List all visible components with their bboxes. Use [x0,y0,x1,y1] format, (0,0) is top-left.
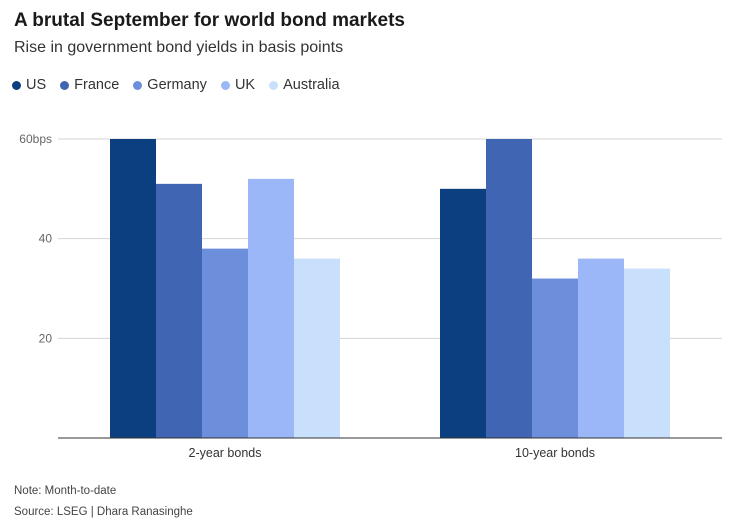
legend-marker-australia [269,80,279,90]
bar-germany-1 [202,248,248,438]
bar-us-1 [110,139,156,438]
legend-marker-france [60,80,70,90]
bar-us-2 [440,188,486,438]
y-tick-label: 40 [39,232,53,246]
bar-australia-2 [624,268,670,438]
legend-item-france: France [60,77,119,93]
x-tick-label: 2-year bonds [189,446,262,460]
chart-note: Note: Month-to-date [14,485,117,497]
bar-france-2 [486,139,532,438]
legend-label-uk: UK [234,77,256,93]
y-tick-label: 20 [39,331,53,345]
legend: US France Germany UK Australia [12,77,354,93]
legend-marker-uk [220,80,230,90]
legend-marker-germany [133,80,143,90]
legend-item-germany: Germany [133,77,207,93]
legend-item-uk: UK [220,77,256,93]
legend-item-australia: Australia [269,77,340,93]
bar-uk-1 [248,178,294,438]
legend-marker-us [12,80,21,90]
legend-label-us: US [26,77,47,93]
chart-title: A brutal September for world bond market… [14,10,405,31]
legend-item-us: US [12,77,46,93]
legend-label-germany: Germany [147,77,207,93]
chart-subtitle: Rise in government bond yields in basis … [14,39,344,56]
bar-chart: 20 40 60bps 2-year bonds 10-year bonds [19,132,722,460]
bar-france-1 [156,183,202,438]
legend-label-australia: Australia [283,77,340,93]
chart-source: Source: LSEG | Dhara Ranasinghe [14,506,193,518]
bar-uk-2 [578,258,624,438]
bar-germany-2 [532,278,578,438]
y-tick-label: 60bps [19,132,52,146]
legend-label-france: France [74,77,120,93]
x-tick-label: 10-year bonds [515,446,595,460]
bar-australia-1 [294,258,340,438]
